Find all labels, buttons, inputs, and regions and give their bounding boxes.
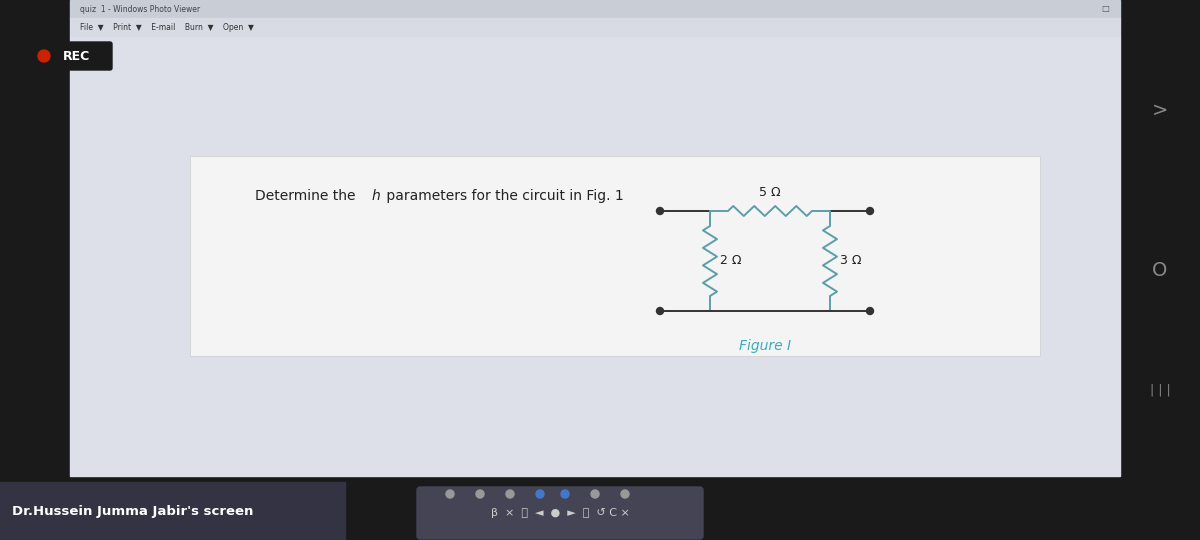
Text: 2 Ω: 2 Ω	[720, 254, 742, 267]
Text: File  ▼    Print  ▼    E-mail    Burn  ▼    Open  ▼: File ▼ Print ▼ E-mail Burn ▼ Open ▼	[80, 23, 254, 31]
Circle shape	[476, 490, 484, 498]
Circle shape	[866, 207, 874, 214]
Text: Determine the: Determine the	[256, 189, 360, 203]
Circle shape	[592, 490, 599, 498]
Text: >: >	[1152, 100, 1168, 119]
Circle shape	[536, 490, 544, 498]
Circle shape	[656, 307, 664, 314]
Circle shape	[866, 307, 874, 314]
Text: h: h	[372, 189, 380, 203]
Text: | | |: | | |	[1150, 383, 1170, 396]
FancyBboxPatch shape	[28, 42, 112, 70]
Bar	[190, 156, 1040, 356]
Text: quiz  1 - Windows Photo Viewer: quiz 1 - Windows Photo Viewer	[80, 4, 200, 14]
Circle shape	[656, 207, 664, 214]
Bar	[0, 0, 70, 540]
Bar	[70, 18, 1120, 36]
Bar	[1120, 0, 1200, 540]
Text: 5 Ω: 5 Ω	[760, 186, 781, 199]
Circle shape	[562, 490, 569, 498]
Text: parameters for the circuit in Fig. 1: parameters for the circuit in Fig. 1	[382, 189, 624, 203]
Circle shape	[446, 490, 454, 498]
Circle shape	[622, 490, 629, 498]
Text: β  ×  ⏮  ◄  ●  ►  ⏭  ↺ C ×: β × ⏮ ◄ ● ► ⏭ ↺ C ×	[491, 508, 630, 518]
Text: REC: REC	[64, 50, 91, 63]
Circle shape	[506, 490, 514, 498]
Bar	[70, 36, 1120, 476]
Text: O: O	[1152, 260, 1168, 280]
Circle shape	[38, 50, 50, 62]
Text: 3 Ω: 3 Ω	[840, 254, 862, 267]
Bar	[0, 482, 346, 540]
Text: Dr.Hussein Jumma Jabir's screen: Dr.Hussein Jumma Jabir's screen	[12, 504, 253, 517]
Text: Figure I: Figure I	[739, 339, 791, 353]
FancyBboxPatch shape	[418, 487, 703, 539]
Bar	[70, 0, 1120, 18]
Text: □: □	[1102, 4, 1109, 14]
